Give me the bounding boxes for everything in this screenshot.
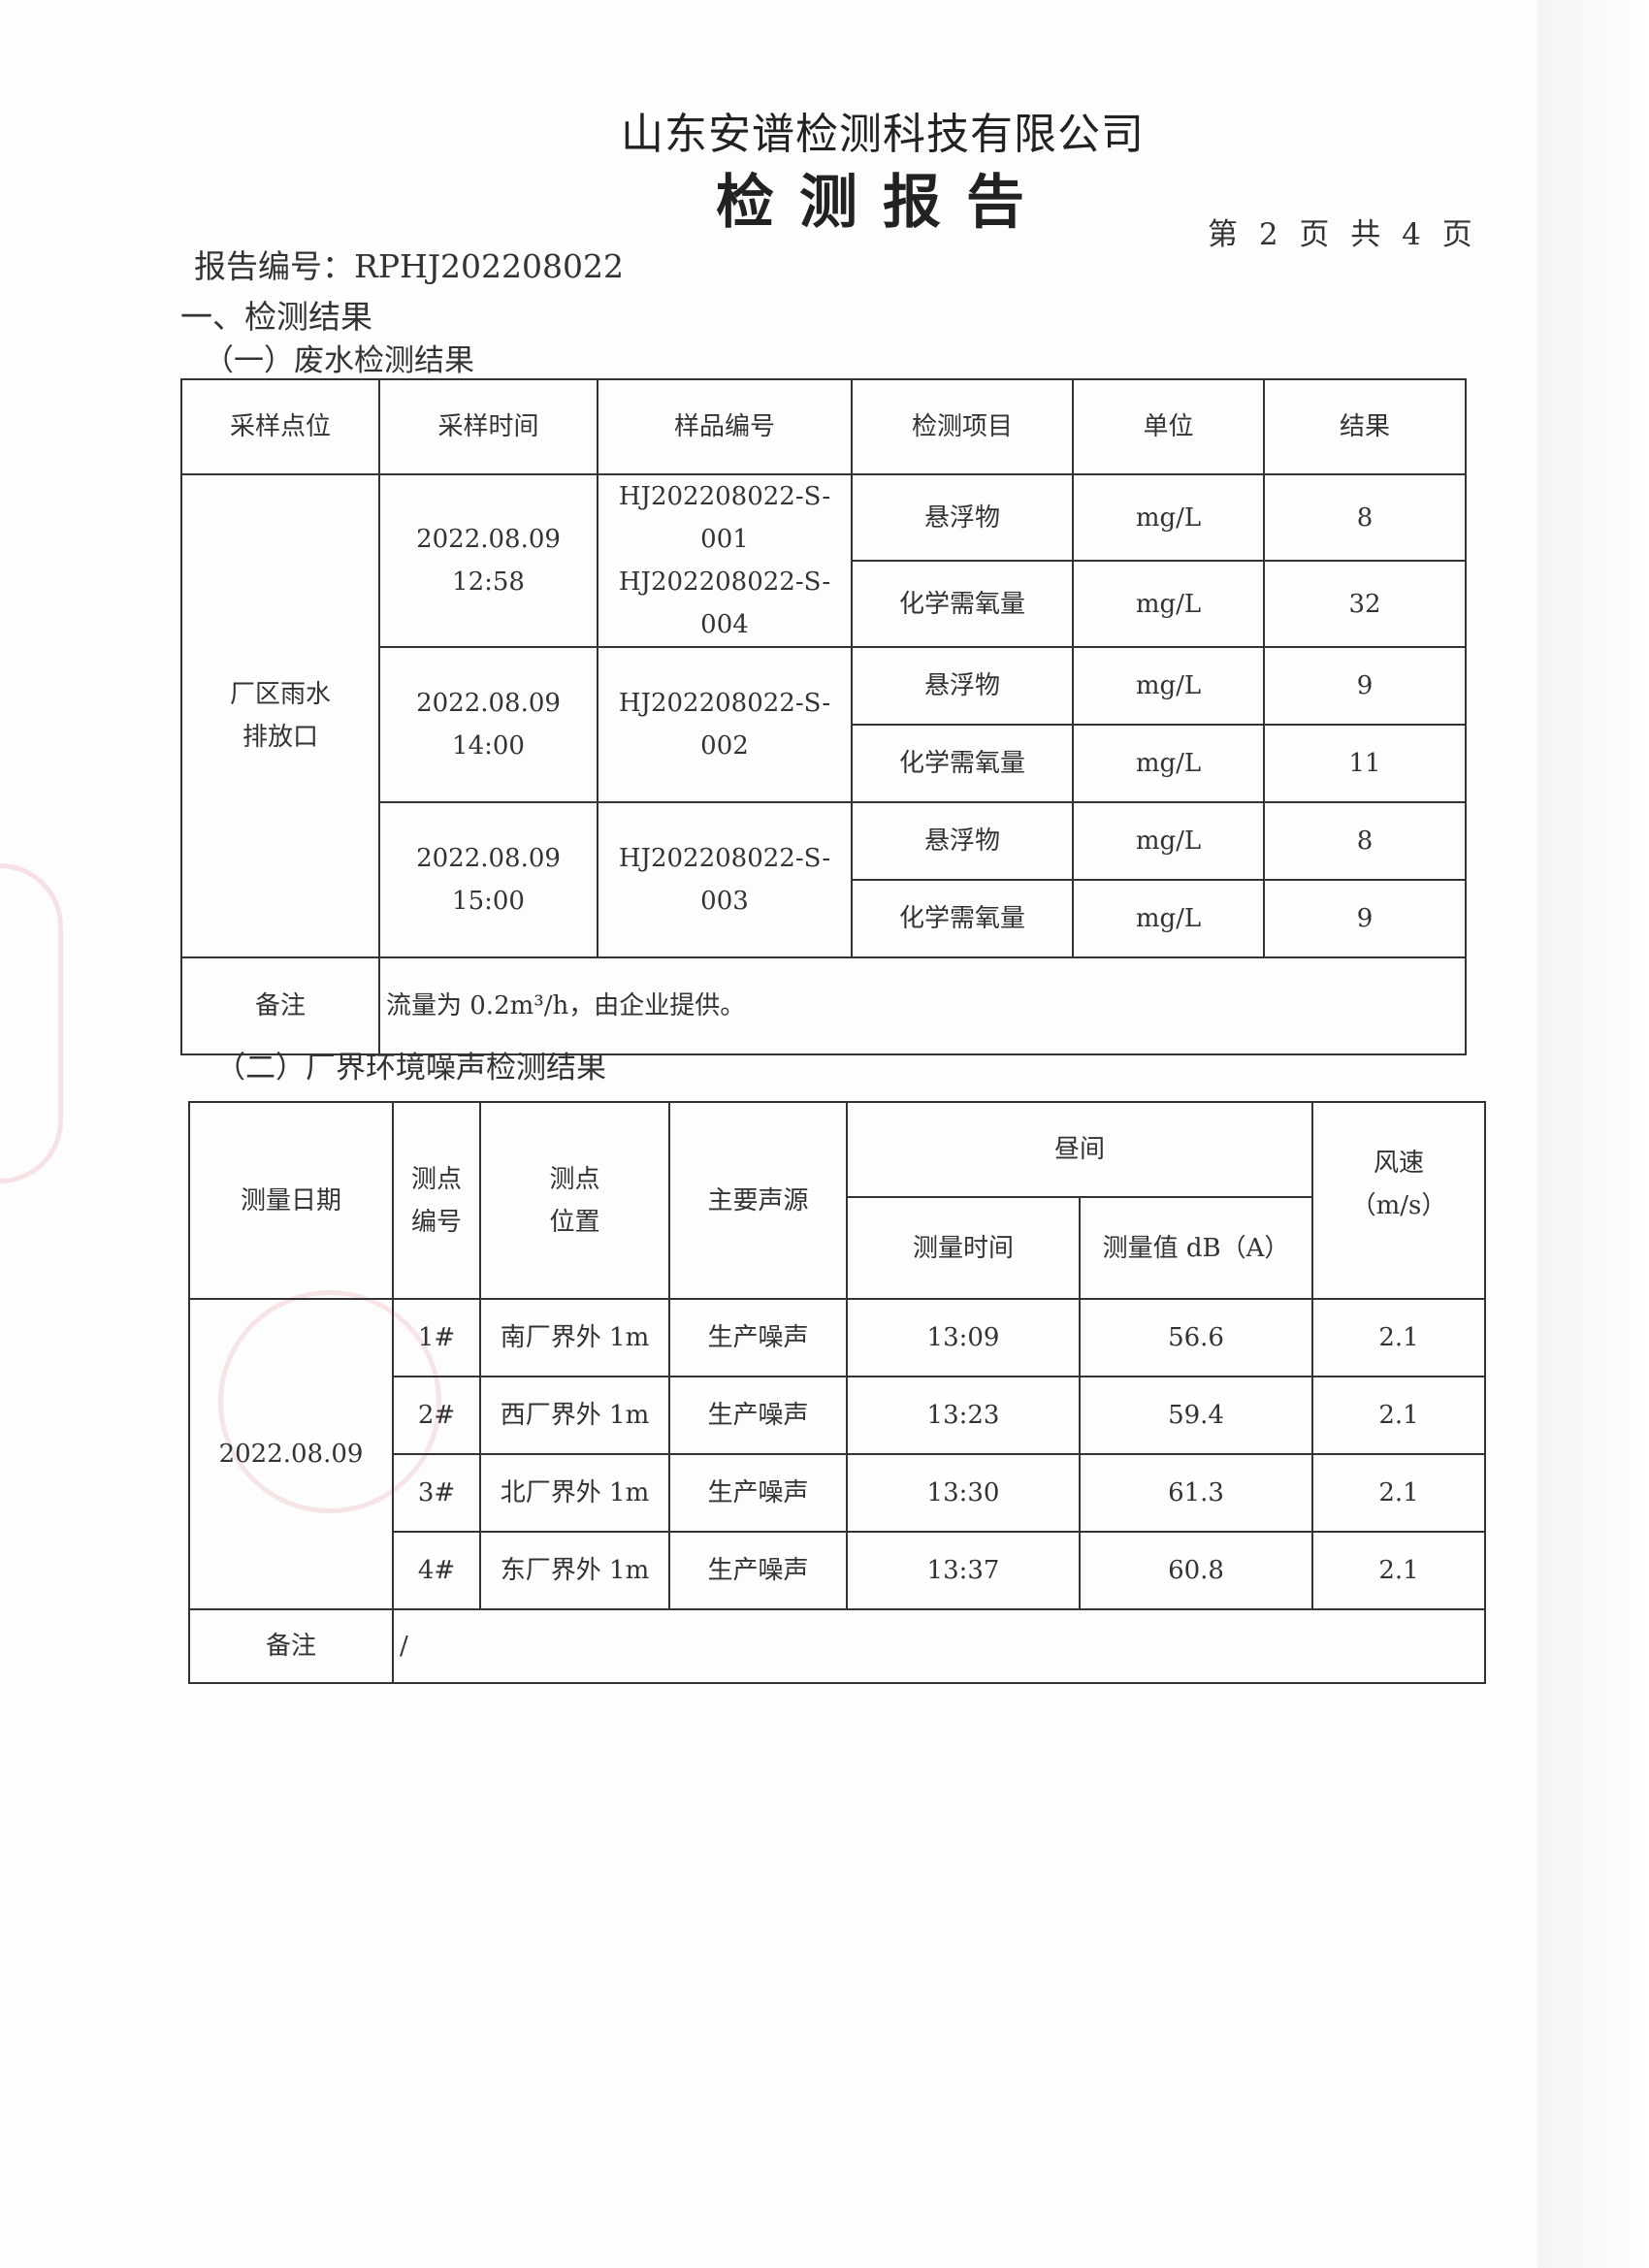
result: 8 bbox=[1263, 473, 1467, 562]
cell-loc: 西厂界外 1m bbox=[479, 1376, 670, 1455]
header-cell: 检测项目 bbox=[851, 378, 1074, 475]
table-row: 化学需氧量 mg/L 11 bbox=[181, 724, 1467, 803]
table-row: 2# 西厂界外 1m 生产噪声 13:23 59.4 2.1 bbox=[189, 1376, 1487, 1455]
table-row: 2022.08.09 14:00 HJ202208022-S-002 悬浮物 mg/L… bbox=[181, 646, 1467, 803]
header-value: 测量值 dB（A） bbox=[1078, 1196, 1314, 1300]
test-item: 悬浮物 bbox=[851, 646, 1074, 726]
remark-row: 备注 流量为 0.2m³/h，由企业提供。 bbox=[180, 956, 1467, 1055]
table-row: 化学需氧量 mg/L 9 bbox=[181, 879, 1467, 958]
cell-no: 1# bbox=[392, 1298, 481, 1377]
sampling-time: 2022.08.09 12:58 bbox=[378, 473, 598, 648]
noise-heading: （二）厂界环境噪声检测结果 bbox=[215, 1051, 606, 1085]
unit: mg/L bbox=[1072, 473, 1265, 562]
sampling-location: 厂区雨水 排放口 bbox=[180, 473, 380, 958]
table-subheader-row: 测量时间 测量值 dB（A） bbox=[189, 1196, 1485, 1300]
remark-text: / bbox=[391, 1608, 1487, 1684]
header-source: 主要声源 bbox=[668, 1101, 848, 1300]
result: 9 bbox=[1263, 879, 1467, 958]
cell-value: 61.3 bbox=[1078, 1453, 1314, 1533]
header-point-location: 测点 位置 bbox=[479, 1101, 670, 1300]
sampling-time: 2022.08.09 14:00 bbox=[378, 646, 598, 803]
unit: mg/L bbox=[1072, 646, 1265, 726]
unit: mg/L bbox=[1072, 724, 1265, 803]
test-item: 化学需氧量 bbox=[851, 879, 1074, 958]
cell-time: 13:09 bbox=[846, 1298, 1081, 1377]
report-title: 检测报告 bbox=[716, 169, 1050, 237]
wastewater-heading: （一）废水检测结果 bbox=[204, 343, 474, 378]
cell-value: 56.6 bbox=[1078, 1298, 1314, 1377]
sample-number: HJ202208022-S-002 bbox=[597, 646, 853, 803]
unit: mg/L bbox=[1072, 879, 1265, 958]
cell-wind: 2.1 bbox=[1311, 1531, 1487, 1610]
cell-wind: 2.1 bbox=[1311, 1376, 1487, 1455]
table-row: 3# 北厂界外 1m 生产噪声 13:30 61.3 2.1 bbox=[189, 1453, 1487, 1533]
page-info: 第 2 页 共 4 页 bbox=[1208, 217, 1478, 252]
table-row: 厂区雨水 排放口 2022.08.09 12:58 HJ202208022-S-00… bbox=[180, 473, 1467, 958]
header-cell: 样品编号 bbox=[597, 378, 853, 475]
cell-value: 59.4 bbox=[1078, 1376, 1314, 1455]
remark-row: 备注 / bbox=[188, 1608, 1487, 1684]
wastewater-table: 采样点位 采样时间 样品编号 检测项目 单位 结果 厂区雨水 排放口 2022.08.09 … bbox=[180, 378, 1467, 1055]
test-item: 悬浮物 bbox=[851, 801, 1074, 881]
company-name: 山东安谱检测科技有限公司 bbox=[621, 110, 1145, 159]
header-date: 测量日期 bbox=[188, 1101, 394, 1300]
cell-time: 13:30 bbox=[846, 1453, 1081, 1533]
header-cell: 单位 bbox=[1072, 378, 1265, 475]
table-row: 化学需氧量 mg/L 32 bbox=[181, 560, 1467, 648]
cell-source: 生产噪声 bbox=[668, 1298, 848, 1377]
result: 11 bbox=[1263, 724, 1467, 803]
cell-no: 3# bbox=[392, 1453, 481, 1533]
cell-wind: 2.1 bbox=[1311, 1298, 1487, 1377]
header-wind: 风速 （m/s） bbox=[1311, 1101, 1487, 1300]
header-cell: 采样点位 bbox=[180, 378, 380, 475]
cell-loc: 北厂界外 1m bbox=[479, 1453, 670, 1533]
sampling-time: 2022.08.09 15:00 bbox=[378, 801, 598, 958]
test-item: 化学需氧量 bbox=[851, 724, 1074, 803]
table-header-row: 采样点位 采样时间 样品编号 检测项目 单位 结果 bbox=[180, 378, 1467, 475]
header-cell: 结果 bbox=[1263, 378, 1467, 475]
section-heading: 一、检测结果 bbox=[180, 298, 372, 336]
result: 8 bbox=[1263, 801, 1467, 881]
test-item: 化学需氧量 bbox=[851, 560, 1074, 648]
measurement-date: 2022.08.09 bbox=[188, 1298, 394, 1610]
sample-number: HJ202208022-S-003 bbox=[597, 801, 853, 958]
cell-loc: 东厂界外 1m bbox=[479, 1531, 670, 1610]
cell-source: 生产噪声 bbox=[668, 1531, 848, 1610]
cell-value: 60.8 bbox=[1078, 1531, 1314, 1610]
cell-source: 生产噪声 bbox=[668, 1453, 848, 1533]
table-row: 4# 东厂界外 1m 生产噪声 13:37 60.8 2.1 bbox=[189, 1531, 1487, 1610]
cell-wind: 2.1 bbox=[1311, 1453, 1487, 1533]
table-header-row: 测量日期 测点 编号 测点 位置 主要声源 昼间 风速 （m/s） bbox=[188, 1101, 1487, 1300]
table-row: 2022.08.09 1# 南厂界外 1m 生产噪声 13:09 56.6 2.1 bbox=[188, 1298, 1487, 1610]
result: 32 bbox=[1263, 560, 1467, 648]
cell-time: 13:23 bbox=[846, 1376, 1081, 1455]
seal-stamp-partial bbox=[0, 863, 63, 1183]
remark-label: 备注 bbox=[180, 956, 380, 1055]
cell-source: 生产噪声 bbox=[668, 1376, 848, 1455]
unit: mg/L bbox=[1072, 560, 1265, 648]
remark-label: 备注 bbox=[188, 1608, 394, 1684]
unit: mg/L bbox=[1072, 801, 1265, 881]
header-cell: 采样时间 bbox=[378, 378, 598, 475]
sample-number: HJ202208022-S-001 HJ202208022-S-004 bbox=[597, 473, 853, 648]
header-time: 测量时间 bbox=[846, 1196, 1081, 1300]
header-daytime: 昼间 bbox=[845, 1101, 1314, 1198]
report-number: 报告编号：RPHJ202208022 bbox=[194, 247, 625, 285]
table-row: 2022.08.09 15:00 HJ202208022-S-003 悬浮物 mg/L… bbox=[181, 801, 1467, 958]
remark-text: 流量为 0.2m³/h，由企业提供。 bbox=[378, 956, 1467, 1055]
test-item: 悬浮物 bbox=[851, 473, 1074, 562]
header-point-no: 测点 编号 bbox=[392, 1101, 481, 1300]
noise-table: 测量日期 测点 编号 测点 位置 主要声源 昼间 风速 （m/s） 测量时间 测… bbox=[188, 1101, 1487, 1684]
scan-edge bbox=[1537, 0, 1649, 2268]
result: 9 bbox=[1263, 646, 1467, 726]
cell-time: 13:37 bbox=[846, 1531, 1081, 1610]
cell-no: 2# bbox=[392, 1376, 481, 1455]
cell-no: 4# bbox=[392, 1531, 481, 1610]
cell-loc: 南厂界外 1m bbox=[479, 1298, 670, 1377]
